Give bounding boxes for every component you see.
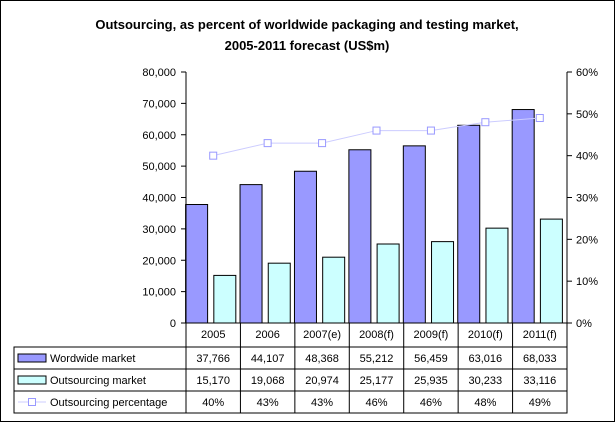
- legend-key: [17, 353, 47, 363]
- y-tick-label: 70,000: [142, 98, 176, 110]
- data-label: 43%: [257, 397, 279, 409]
- data-table: 2005 2006 2007(e) 2008(f) 2009(f) 2010(f) 2011…: [13, 323, 568, 414]
- bar-outsourcing: [322, 256, 346, 324]
- x-tick-label: 2005: [201, 329, 225, 341]
- bar-outsourcing: [485, 227, 509, 324]
- x-tick-label: 2009(f): [413, 329, 448, 341]
- y2-tick-label: 10%: [576, 276, 598, 288]
- data-label: 40%: [202, 397, 224, 409]
- bar-worldwide: [348, 149, 372, 324]
- bar-worldwide: [511, 109, 535, 324]
- legend-key: [17, 375, 47, 385]
- data-label: 48%: [474, 397, 496, 409]
- x-tick-label: 2008(f): [359, 329, 394, 341]
- bar-worldwide: [402, 145, 426, 324]
- y-tick-label: 50,000: [142, 161, 176, 173]
- x-tick-label: 2010(f): [468, 329, 503, 341]
- y-tick-label: 10,000: [142, 287, 176, 299]
- data-label: 25,935: [414, 375, 448, 387]
- legend-label: Outsourcing percentage: [50, 397, 167, 409]
- y-tick-label: 20,000: [142, 255, 176, 267]
- line-point: [372, 126, 381, 135]
- y-tick-label: 30,000: [142, 224, 176, 236]
- y-tick-label: 80,000: [142, 67, 176, 79]
- plot-area: 0 10,000 20,000 30,000 40,000 50,000 60,000 70,…: [142, 67, 598, 330]
- legend-key-marker: [28, 398, 36, 406]
- bar-worldwide: [185, 204, 209, 324]
- y2-tick-label: 0%: [576, 318, 592, 330]
- series-line: [213, 117, 540, 157]
- y2-tick-label: 40%: [576, 151, 598, 163]
- data-label: 63,016: [469, 353, 503, 365]
- line-point: [209, 151, 218, 160]
- y2-tick-label: 50%: [576, 109, 598, 121]
- data-label: 37,766: [196, 353, 230, 365]
- y2-tick-label: 60%: [576, 67, 598, 79]
- y2-tick-label: 30%: [576, 193, 598, 205]
- x-tick-label: 2011(f): [523, 329, 557, 341]
- data-label: 15,170: [196, 375, 230, 387]
- data-label: 30,233: [469, 375, 503, 387]
- data-label: 49%: [529, 397, 551, 409]
- y2-tick-label: 20%: [576, 234, 598, 246]
- data-label: 25,177: [360, 375, 394, 387]
- data-label: 48,368: [305, 353, 339, 365]
- bar-outsourcing: [267, 262, 291, 324]
- line-point: [426, 126, 435, 135]
- bar-outsourcing: [539, 218, 563, 324]
- bar-worldwide: [293, 170, 317, 324]
- chart-subtitle: 2005-2011 forecast (US$m): [225, 38, 390, 53]
- data-label: 46%: [365, 397, 387, 409]
- y-tick-label: 0: [170, 318, 176, 330]
- data-label: 19,068: [251, 375, 285, 387]
- bar-outsourcing: [213, 274, 237, 324]
- bar-outsourcing: [376, 243, 400, 324]
- bar-worldwide: [457, 124, 481, 324]
- x-tick-label: 2007(e): [303, 329, 341, 341]
- data-label: 33,116: [523, 375, 556, 387]
- legend-label: Wordwide market: [50, 353, 135, 365]
- data-label: 55,212: [360, 353, 394, 365]
- data-label: 43%: [311, 397, 333, 409]
- data-label: 56,459: [414, 353, 448, 365]
- chart-title: Outsourcing, as percent of worldwide pac…: [95, 17, 518, 32]
- data-label: 44,107: [251, 353, 285, 365]
- line-point: [481, 118, 490, 127]
- legend-label: Outsourcing market: [50, 375, 146, 387]
- line-point: [263, 139, 272, 148]
- data-label: 46%: [420, 397, 442, 409]
- line-point: [318, 139, 327, 148]
- x-tick-label: 2006: [255, 329, 279, 341]
- y-tick-label: 40,000: [142, 193, 176, 205]
- bar-outsourcing: [431, 241, 455, 324]
- y-tick-label: 60,000: [142, 130, 176, 142]
- data-label: 20,974: [305, 375, 339, 387]
- data-label: 68,033: [523, 353, 557, 365]
- bar-worldwide: [239, 184, 263, 324]
- line-point: [535, 114, 544, 123]
